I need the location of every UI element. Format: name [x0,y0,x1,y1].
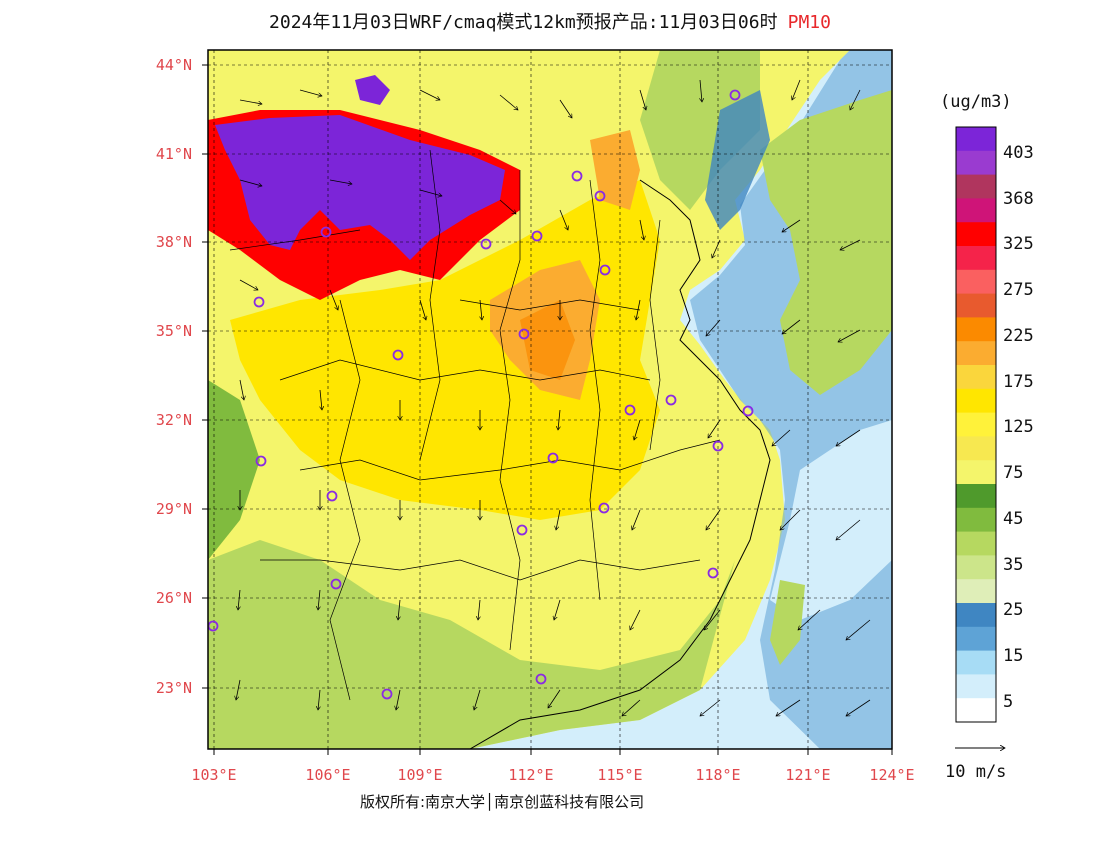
lat-label-32: 32°N [155,411,192,429]
legend-level-325: 325 [1003,234,1034,254]
colorbar-swatch [956,412,996,437]
north-purple-patch [355,75,390,105]
lon-label-106: 106°E [305,766,351,784]
lat-label-35: 35°N [155,322,192,340]
graticule [208,50,892,749]
colorbar-swatch [956,388,996,414]
title-text: 2024年11月03日WRF/cmaq模式12km预报产品:11月03日06时 [269,12,778,33]
lon-label-121: 121°E [785,766,831,784]
lon-label-115: 115°E [597,766,643,784]
colorbar-swatch [956,317,996,342]
reference-wind-label: 10 m/s [945,762,1007,782]
colorbar-swatch [956,460,996,485]
colorbar-frame [955,126,997,723]
colorbar-swatch [956,674,996,699]
pollutant-label: PM10 [787,12,831,33]
colorbar-swatch [956,365,996,390]
lat-label-44: 44°N [155,56,192,74]
lon-label-112: 112°E [508,766,554,784]
lat-label-26: 26°N [155,589,192,607]
lat-label-41: 41°N [155,145,192,163]
legend-level-5: 5 [1003,692,1014,712]
colorbar-swatch [956,269,996,295]
colorbar-swatch [956,531,996,556]
northeast-green [640,50,760,210]
beijing-orange [590,130,640,210]
legend-level-25: 25 [1003,600,1024,620]
legend-level-15: 15 [1003,646,1024,666]
colorbar-swatch [956,174,996,199]
colorbar-swatch [956,246,996,271]
lon-label-124: 124°E [869,766,915,784]
colorbar-swatch [956,555,996,580]
legend-level-125: 125 [1003,417,1034,437]
colorbar-swatch [956,603,996,628]
legend-colorbar [956,127,996,723]
legend-level-75: 75 [1003,463,1024,483]
colorbar-swatch [956,484,996,509]
copyright-text: 版权所有:南京大学│南京创蓝科技有限公司 [360,793,645,811]
province-boundaries [229,149,721,701]
colorbar-swatch [956,436,996,461]
lat-label-38: 38°N [155,233,192,251]
legend-level-45: 45 [1003,509,1024,529]
legend-level-35: 35 [1003,555,1024,575]
wind-vectors [236,79,871,716]
lon-label-103: 103°E [191,766,237,784]
colorbar-swatch [956,150,996,176]
axis-ticks [202,64,893,755]
purple-core [215,115,505,260]
map-frame [207,49,893,750]
lon-label-109: 109°E [397,766,443,784]
lat-label-23: 23°N [155,679,192,697]
map-title: 2024年11月03日WRF/cmaq模式12km预报产品:11月03日06时 P… [0,8,1100,34]
colorbar-swatch [956,507,996,533]
legend-unit: (ug/m3) [940,92,1012,112]
south-low-area [208,540,735,749]
west-green-area [208,380,260,560]
lat-label-29: 29°N [155,500,192,518]
legend-level-403: 403 [1003,143,1034,163]
colorbar-swatch [956,341,996,366]
lon-label-118: 118°E [695,766,741,784]
yellow-sea-green [760,90,892,395]
taiwan-island [770,580,805,665]
colorbar-swatch [956,198,996,223]
colorbar-swatch [956,626,996,652]
colorbar-swatch [956,222,996,247]
legend-level-368: 368 [1003,189,1034,209]
legend-level-225: 225 [1003,326,1034,346]
colorbar-swatch [956,579,996,604]
city-markers [208,89,754,700]
legend-level-175: 175 [1003,372,1034,392]
colorbar-swatch [956,127,996,152]
colorbar-swatch [956,698,996,723]
legend-level-275: 275 [1003,280,1034,300]
colorbar-swatch [956,650,996,675]
yellow-band [230,180,660,520]
coastline [469,179,771,749]
bohai-water [705,90,770,230]
colorbar-swatch [956,293,996,318]
